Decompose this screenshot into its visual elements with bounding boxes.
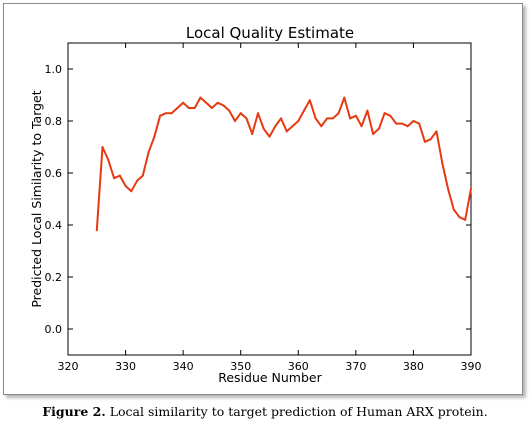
series-layer [95, 96, 472, 232]
caption-label: Figure 2. [42, 404, 106, 419]
data-point [245, 117, 248, 120]
data-point [418, 122, 421, 125]
data-point [372, 133, 375, 135]
data-point [429, 138, 432, 141]
data-point [101, 146, 104, 148]
data-point [262, 127, 265, 130]
data-point [280, 117, 282, 120]
data-point [291, 125, 294, 128]
data-point [113, 177, 116, 180]
y-axis-label: Predicted Local Similarity to Target [29, 90, 44, 307]
data-point [470, 187, 472, 190]
y-tick-label: 1.0 [45, 63, 63, 76]
axes-ticks: 320 330 340 350 360 370 380 390 0.0 0.2 0.4 0.6 0.8 1… [45, 43, 482, 373]
x-tick-label: 360 [288, 360, 309, 373]
data-point [452, 208, 455, 211]
data-point [320, 125, 323, 128]
data-point [124, 185, 127, 187]
data-point [176, 107, 179, 109]
data-point [141, 174, 144, 177]
y-tick-label: 0.0 [45, 323, 63, 336]
series-line [95, 96, 472, 231]
data-point [222, 104, 225, 107]
data-point [354, 114, 357, 117]
data-point [251, 133, 254, 135]
chart: Local Quality Estimate 320 330 340 350 360 37… [29, 24, 482, 385]
data-point [182, 101, 185, 104]
y-tick-label: 0.8 [45, 115, 63, 128]
data-point [257, 112, 259, 115]
data-point [360, 125, 363, 128]
data-point [435, 130, 438, 133]
data-point [228, 109, 231, 112]
data-point [274, 125, 277, 128]
data-point [234, 120, 236, 122]
data-point [314, 117, 317, 120]
data-point [366, 109, 369, 112]
x-axis-label: Residue Number [218, 370, 322, 385]
data-point [153, 135, 156, 138]
data-point [118, 174, 121, 177]
chart-title: Local Quality Estimate [186, 24, 354, 42]
data-point [205, 101, 208, 104]
figure-frame: Local Quality Estimate 320 330 340 350 360 37… [3, 3, 523, 395]
data-point [164, 112, 167, 115]
data-point [383, 112, 386, 115]
data-point [458, 216, 461, 219]
data-point [297, 120, 300, 122]
data-point [441, 161, 444, 164]
data-point [216, 101, 219, 104]
data-point [343, 96, 346, 99]
data-point [239, 112, 242, 115]
data-point [285, 130, 288, 133]
data-point [268, 135, 271, 138]
data-point [423, 140, 426, 143]
data-point [412, 120, 415, 122]
data-point [400, 122, 403, 125]
data-point [199, 96, 202, 99]
x-tick-label: 370 [345, 360, 366, 373]
caption-text: Local similarity to target prediction of… [105, 404, 488, 419]
data-point [337, 112, 340, 115]
data-point [326, 117, 329, 120]
data-point [170, 112, 173, 115]
data-point [464, 218, 467, 221]
data-point [107, 159, 110, 161]
data-point [159, 114, 162, 117]
figure-caption: Figure 2. Local similarity to target pre… [0, 404, 530, 419]
x-tick-label: 340 [173, 360, 194, 373]
x-tick-label: 390 [461, 360, 482, 373]
data-point [187, 107, 190, 109]
x-tick-label: 330 [115, 360, 136, 373]
data-point [349, 117, 352, 120]
data-point [395, 122, 398, 125]
data-point [308, 99, 311, 102]
x-tick-label: 380 [403, 360, 424, 373]
data-point [147, 151, 150, 154]
x-tick-label: 350 [230, 360, 251, 373]
data-point [193, 107, 196, 109]
y-tick-label: 0.2 [45, 271, 63, 284]
data-point [303, 109, 305, 112]
data-point [389, 114, 392, 117]
data-point [95, 229, 98, 232]
data-point [406, 125, 409, 128]
x-tick-label: 320 [58, 360, 79, 373]
data-point [447, 187, 449, 190]
y-tick-label: 0.6 [45, 167, 63, 180]
plot-area [67, 42, 472, 356]
data-point [130, 190, 133, 193]
data-point [377, 127, 380, 130]
data-point [210, 107, 213, 109]
data-point [331, 117, 334, 120]
y-tick-label: 0.4 [45, 219, 63, 232]
data-point [136, 179, 139, 182]
